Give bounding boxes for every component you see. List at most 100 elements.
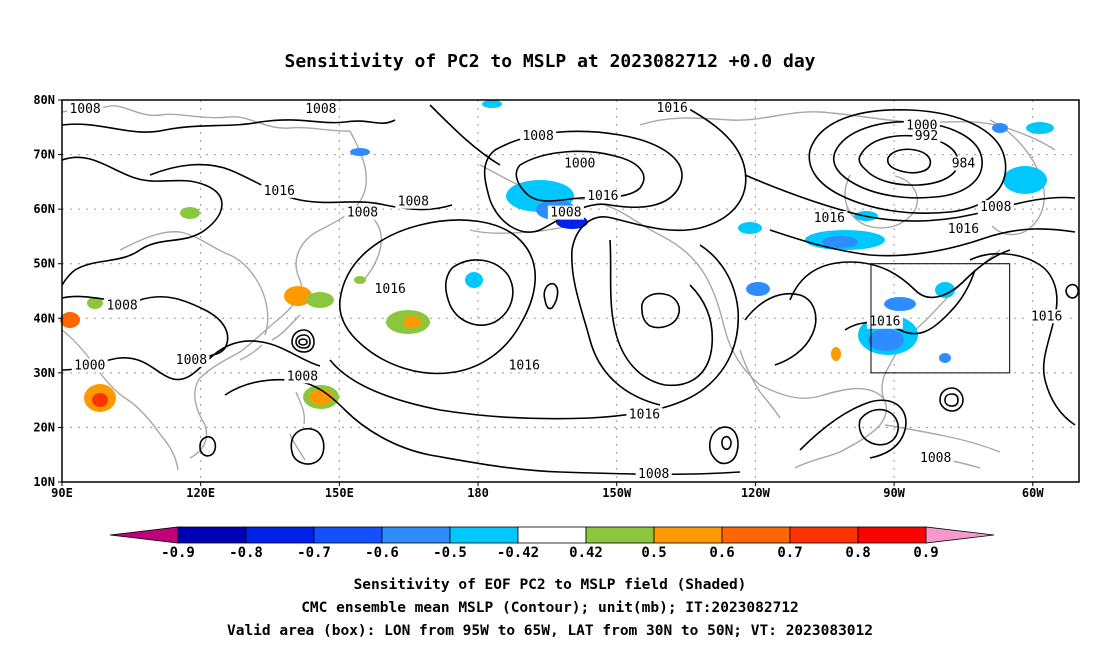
isobar-1008-caribbean — [799, 399, 907, 459]
isobar-cell-south-china-sea — [199, 436, 217, 457]
colorbar-high-arrow — [925, 526, 995, 544]
contour-label-bg-6 — [561, 156, 598, 171]
coastline-asia-north — [61, 105, 351, 132]
contour-label-bg-17 — [104, 298, 141, 313]
shade-patch-negative — [935, 282, 955, 298]
shade-patch-positive-core — [403, 316, 421, 328]
contour-label-0: 1008 — [69, 102, 100, 117]
shade-patch-positive — [87, 297, 103, 309]
contour-label-bg-2 — [261, 183, 298, 198]
contour-label-19: 1008 — [176, 353, 207, 368]
contour-label-13: 1008 — [980, 200, 1011, 215]
contour-label-11: 992 — [915, 129, 938, 144]
shade-patch-negative — [992, 123, 1008, 133]
lat-tick-label-3: 50N — [33, 257, 55, 271]
isobar-1008-aleutian-low — [483, 130, 683, 233]
colorbar-segment-1 — [245, 526, 315, 544]
coastline-baja — [739, 349, 781, 419]
isobar-1016-pacific-high-outer — [338, 219, 537, 375]
contour-label-bg-16 — [372, 282, 409, 296]
isobar-cell-east-pacific-low-2 — [721, 435, 732, 451]
lon-tick-label-5: 120W — [741, 486, 771, 500]
contour-label-bg-13 — [977, 200, 1014, 215]
map-plot-area: 1008 100810161008100810081000101610081016… — [60, 99, 1080, 483]
contour-label-15: 1016 — [948, 222, 979, 237]
caption-line-1: Sensitivity of EOF PC2 to MSLP field (Sh… — [354, 577, 747, 593]
colorbar-label-3: -0.6 — [365, 545, 399, 561]
isobar-cell-hurricane-1 — [939, 387, 964, 412]
shade-patch-positive — [354, 276, 366, 284]
contour-labels: 1008 100810161008100810081000101610081016… — [67, 101, 1065, 482]
lon-tick-label-6: 90W — [883, 486, 905, 500]
shade-patch-negative — [868, 329, 904, 351]
contour-label-7: 1016 — [587, 189, 618, 204]
isobar-cell-hurricane-2 — [944, 393, 959, 407]
colorbar-label-6: 0.42 — [569, 545, 603, 561]
coastline-philippines — [289, 391, 306, 461]
contour-label-bg-9 — [654, 101, 691, 115]
coastline-hudson-bay — [844, 174, 918, 229]
lon-tick-label-1: 120E — [186, 486, 215, 500]
lat-tick-label-6: 20N — [33, 420, 55, 434]
colorbar-label-4: -0.5 — [433, 545, 467, 561]
isobar-cell-typhoon-2 — [295, 334, 311, 349]
coastline-gulf-mexico — [759, 384, 887, 469]
isobar-1000-aleutian-low — [515, 150, 645, 202]
colorbar: -0.9 -0.8 -0.7 -0.6 -0.5 -0.42 0.42 0.5 0.6 0.7 0.… — [109, 526, 995, 561]
contour-label-bg-14 — [811, 211, 848, 226]
isobar-1016-pacific-high-inner — [444, 259, 514, 326]
shade-patch-negative — [350, 148, 370, 156]
colorbar-segment-6 — [585, 526, 655, 544]
colorbar-segment-4 — [449, 526, 519, 544]
contour-label-24: 1016 — [869, 315, 900, 330]
contour-label-9: 1016 — [657, 101, 688, 116]
shade-patch-positive — [831, 347, 841, 361]
isobar-1016-asia — [61, 156, 223, 286]
lat-tick-label-7: 10N — [33, 475, 55, 489]
contour-label-bg-23 — [635, 467, 672, 481]
shade-patch-positive-core — [309, 389, 333, 405]
lon-tick-label-3: 180 — [467, 486, 489, 500]
colorbar-segment-8 — [721, 526, 791, 544]
contour-label-bg-18 — [71, 358, 108, 373]
colorbar-label-9: 0.7 — [777, 545, 802, 561]
isobar-1016-north-pacific — [429, 103, 747, 406]
isobar-992-low-middle — [833, 120, 983, 199]
shade-patch-negative — [738, 222, 762, 234]
colorbar-label-0: -0.9 — [161, 545, 195, 561]
coastlines — [61, 105, 1056, 471]
coastline-japan — [239, 314, 301, 361]
contour-label-bg-3 — [344, 205, 381, 220]
colorbar-segment-3 — [381, 526, 451, 544]
lon-tick-label-2: 150E — [325, 486, 354, 500]
contour-label-bg-4 — [395, 194, 432, 209]
shade-patch-positive — [60, 312, 80, 328]
isobar-1016-north-atlantic — [769, 228, 1076, 257]
isobar-1000-south-asia — [61, 340, 321, 381]
isobar-cell-typhoon-3 — [298, 338, 308, 346]
coastline-greenland — [989, 119, 1046, 236]
isobar-cell-philippine-sea — [290, 427, 325, 465]
contour-label-bg-7 — [584, 189, 621, 204]
isobar-992-low-outer — [808, 108, 1007, 214]
contour-label-18: 1000 — [74, 358, 105, 373]
map-gridlines — [62, 100, 1079, 482]
lat-tick-label-4: 40N — [33, 311, 55, 325]
colorbar-label-5: -0.42 — [497, 545, 539, 561]
shade-patch-negative — [746, 282, 770, 296]
contour-label-20: 1008 — [287, 369, 318, 384]
contour-label-3: 1008 — [347, 206, 378, 221]
lat-tick-label-2: 60N — [33, 202, 55, 216]
shade-patch-negative — [939, 353, 951, 363]
colorbar-low-arrow — [109, 526, 179, 544]
caption-line-2: CMC ensemble mean MSLP (Contour); unit(m… — [301, 600, 799, 616]
isobar-cell-gulf — [858, 408, 899, 446]
colorbar-segment-10 — [857, 526, 927, 544]
isobar-1016-sw-us — [744, 293, 817, 366]
contour-label-bg-12 — [949, 156, 978, 171]
contour-label-bg-25 — [1028, 309, 1065, 324]
contour-label-bg-5 — [520, 129, 557, 144]
coastline-asia-inner — [119, 231, 269, 336]
caption-line-3: Valid area (box): LON from 95W to 65W, L… — [227, 623, 873, 639]
